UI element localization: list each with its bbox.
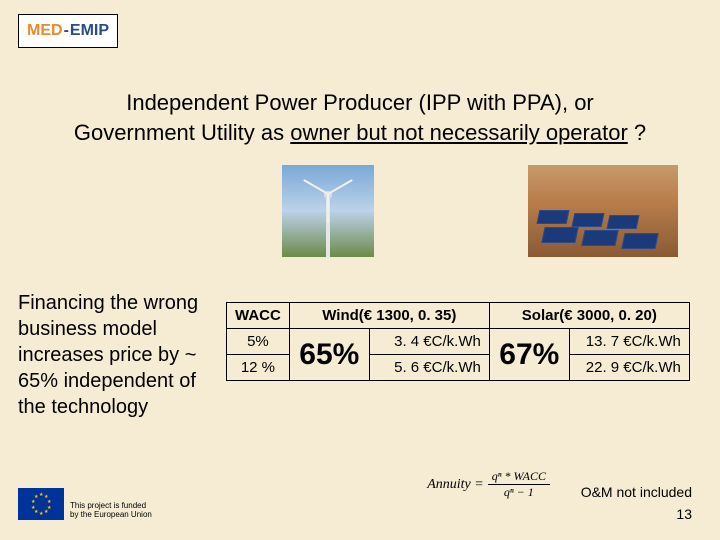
annuity-formula: Annuity = qⁿ * WACC qⁿ − 1: [427, 469, 550, 500]
wind-pct: 65%: [289, 329, 369, 381]
wacc-5: 5%: [227, 329, 290, 355]
solar-12-val: 22. 9 €C/k.Wh: [569, 355, 689, 381]
title-underlined: owner but not necessarily operator: [290, 120, 628, 145]
solar-pct: 67%: [489, 329, 569, 381]
logo-dash: -: [63, 22, 70, 40]
solar-farm-image: [528, 165, 678, 257]
title-line2b: ?: [628, 120, 646, 145]
wind-12-val: 5. 6 €C/k.Wh: [369, 355, 489, 381]
header-solar: Solar(€ 3000, 0. 20): [489, 303, 689, 329]
formula-lhs: Annuity =: [427, 477, 484, 493]
om-note: O&M not included: [581, 484, 692, 500]
wacc-comparison-table: WACC Wind(€ 1300, 0. 35) Solar(€ 3000, 0…: [226, 302, 690, 381]
logo: MED-EMIP: [18, 14, 118, 48]
page-number: 13: [676, 506, 692, 522]
wind-turbine-image: [282, 165, 374, 257]
title-line1: Independent Power Producer (IPP with PPA…: [126, 90, 594, 115]
header-wacc: WACC: [227, 303, 290, 329]
eu-flag-icon: ★ ★ ★ ★ ★ ★ ★ ★ ★ ★: [18, 488, 64, 520]
slide-title: Independent Power Producer (IPP with PPA…: [30, 88, 690, 147]
formula-denominator: qⁿ − 1: [500, 485, 538, 500]
title-line2a: Government Utility as: [74, 120, 290, 145]
side-text: Financing the wrong business model incre…: [18, 290, 218, 420]
wind-5-val: 3. 4 €C/k.Wh: [369, 329, 489, 355]
eu-funding-text: This project is funded by the European U…: [70, 501, 190, 520]
wacc-12: 12 %: [227, 355, 290, 381]
header-wind: Wind(€ 1300, 0. 35): [289, 303, 489, 329]
logo-part1: MED: [27, 22, 63, 40]
logo-part2: EMIP: [70, 22, 109, 40]
formula-numerator: qⁿ * WACC: [488, 469, 550, 485]
solar-5-val: 13. 7 €C/k.Wh: [569, 329, 689, 355]
